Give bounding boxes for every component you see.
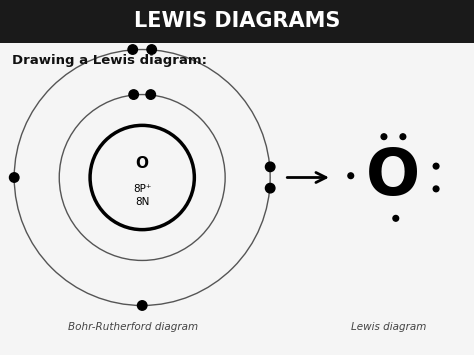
- Text: O: O: [136, 156, 149, 171]
- Ellipse shape: [146, 90, 155, 99]
- Ellipse shape: [129, 90, 138, 99]
- Ellipse shape: [265, 162, 275, 171]
- Text: Drawing a Lewis diagram:: Drawing a Lewis diagram:: [12, 54, 207, 67]
- Bar: [0, 0, 474, 43]
- Ellipse shape: [348, 173, 354, 179]
- Ellipse shape: [393, 215, 399, 221]
- Ellipse shape: [400, 134, 406, 140]
- Text: Bohr-Rutherford diagram: Bohr-Rutherford diagram: [68, 322, 198, 332]
- Ellipse shape: [9, 173, 19, 182]
- Ellipse shape: [381, 134, 387, 140]
- Text: 8P⁺
8N: 8P⁺ 8N: [133, 184, 151, 207]
- Ellipse shape: [433, 186, 439, 192]
- Text: Lewis diagram: Lewis diagram: [351, 322, 427, 332]
- Ellipse shape: [137, 301, 147, 310]
- Ellipse shape: [128, 45, 137, 54]
- Ellipse shape: [147, 45, 156, 54]
- Text: LEWIS DIAGRAMS: LEWIS DIAGRAMS: [134, 11, 340, 31]
- Ellipse shape: [265, 184, 275, 193]
- Text: O: O: [366, 147, 420, 208]
- Ellipse shape: [433, 163, 439, 169]
